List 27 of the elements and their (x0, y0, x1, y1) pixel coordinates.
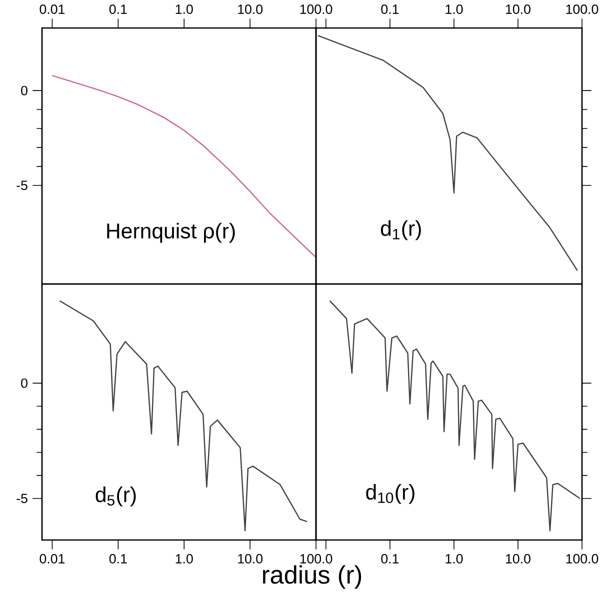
x-tick-label: 0.1 (381, 554, 399, 564)
x-tick-label: 10.0 (506, 554, 530, 564)
x-tick-label: 100.0 (300, 554, 332, 564)
text: d$_{10}$(r) (366, 484, 414, 504)
x-tick-label: 0.01 (40, 554, 65, 564)
text: d$_{1}$(r) (380, 220, 421, 240)
y-tick-label: 0 (21, 378, 28, 388)
x-tick-label: 100.0 (300, 4, 332, 14)
y-tick-label: -5 (16, 180, 28, 190)
x-tick-label: 100.0 (566, 554, 598, 564)
x-tick-label: 1.0 (446, 4, 463, 14)
x-tick-label: 1.0 (176, 554, 193, 564)
x-tick-label: 0.1 (109, 4, 127, 14)
x-axis-title: radius (r) (263, 565, 362, 589)
text: d$_{5}$(r) (96, 486, 136, 506)
x-tick-label: 100.0 (566, 4, 598, 14)
x-tick-label: 10.0 (238, 554, 263, 564)
x-tick-label: 10.0 (506, 4, 530, 14)
y-tick-label: -5 (16, 494, 28, 504)
x-tick-label: 0.1 (109, 554, 127, 564)
x-tick-label: 10.0 (238, 4, 263, 14)
x-tick-label: 0.01 (40, 4, 65, 14)
y-tick-label: 0 (21, 86, 28, 96)
x-tick-label: 1.0 (446, 554, 463, 564)
x-tick-label: 1.0 (176, 4, 193, 14)
text: Hernquist ρ(r) (107, 222, 235, 243)
x-tick-label: 0.1 (381, 4, 399, 14)
